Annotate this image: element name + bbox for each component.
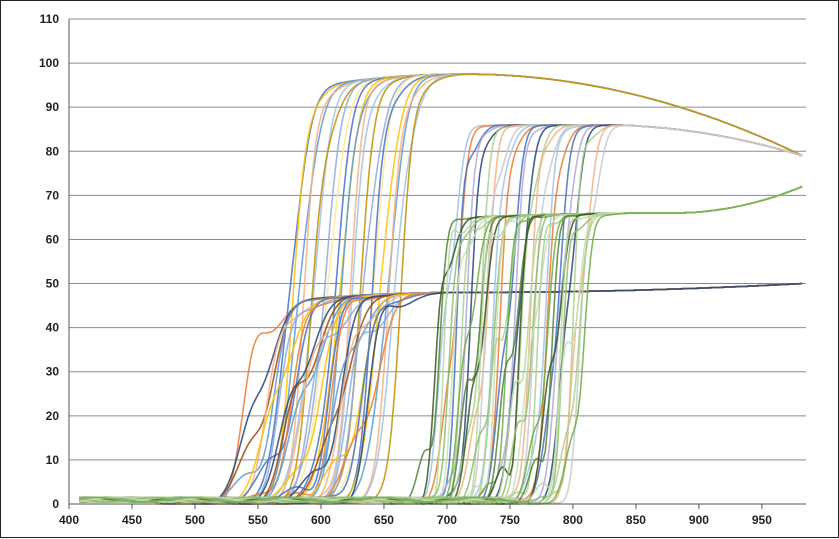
series-line: [79, 124, 803, 505]
series-line: [79, 124, 803, 505]
series-line: [79, 123, 803, 505]
series-line: [79, 124, 803, 505]
series-line: [78, 185, 803, 505]
series-line: [79, 124, 803, 505]
series-line: [79, 124, 803, 505]
y-tick-label: 50: [46, 277, 60, 291]
x-tick-label: 550: [248, 513, 268, 527]
x-tick-label: 450: [122, 513, 142, 527]
series-line: [79, 124, 803, 505]
y-tick-label: 70: [46, 188, 60, 202]
axes: 0 10 20 30 40 50 60 70 80 90 100 110 400 450 500 550 600…: [39, 12, 806, 527]
series-line: [79, 124, 803, 505]
series-line: [79, 185, 803, 505]
series-line: [78, 185, 803, 505]
series-line: [78, 124, 803, 505]
y-tick-label: 110: [40, 12, 60, 26]
y-tick-label: 90: [46, 100, 60, 114]
series-line: [79, 185, 803, 505]
x-tick-label: 500: [185, 513, 205, 527]
y-tick-label: 100: [39, 56, 59, 70]
series-line: [78, 185, 803, 505]
series-line: [79, 185, 803, 505]
series-line: [78, 124, 803, 505]
series-line: [79, 124, 803, 505]
series-line: [79, 185, 803, 505]
series-line: [79, 124, 803, 505]
series-line: [79, 124, 803, 505]
y-tick-label: 40: [46, 321, 60, 335]
series-line: [79, 185, 803, 505]
x-tick-label: 900: [689, 513, 709, 527]
series-line: [79, 124, 803, 505]
series-line: [79, 124, 803, 505]
series-line: [79, 185, 803, 505]
y-tick-label: 80: [46, 144, 60, 158]
series-line: [79, 124, 803, 505]
series-line: [79, 185, 803, 505]
y-tick-label: 20: [46, 409, 60, 423]
series-line: [79, 185, 803, 505]
y-tick-label: 60: [46, 232, 60, 246]
x-tick-label: 700: [437, 513, 457, 527]
gridlines: [69, 18, 806, 461]
x-tick-label: 850: [626, 513, 646, 527]
series-line: [78, 124, 803, 505]
series-line: [79, 185, 803, 505]
series-line: [79, 185, 803, 505]
series-line: [79, 185, 803, 505]
series-line: [78, 185, 803, 505]
series-line: [79, 124, 803, 505]
x-tick-label: 750: [500, 513, 520, 527]
x-tick-label: 800: [563, 513, 583, 527]
series-line: [78, 124, 803, 505]
series-line: [79, 185, 803, 505]
x-tick-label: 950: [752, 513, 772, 527]
series-line: [79, 185, 803, 505]
series-line: [78, 185, 803, 505]
series-line: [79, 185, 803, 505]
series-line: [79, 185, 803, 505]
series-line: [79, 185, 803, 505]
series-line: [79, 185, 803, 505]
series-line: [79, 185, 803, 505]
series-line: [79, 185, 803, 505]
x-tick-label: 400: [59, 513, 79, 527]
series-lines: [78, 73, 803, 505]
series-line: [78, 185, 803, 505]
series-line: [78, 185, 803, 505]
series-line: [78, 124, 803, 505]
y-tick-label: 0: [52, 497, 59, 511]
y-tick-label: 30: [46, 365, 60, 379]
series-line: [79, 124, 803, 505]
y-tick-label: 10: [46, 453, 60, 467]
series-line: [79, 124, 803, 505]
series-line: [79, 185, 803, 505]
x-tick-label: 600: [311, 513, 331, 527]
x-tick-label: 650: [374, 513, 394, 527]
series-line: [79, 124, 803, 505]
series-line: [79, 185, 803, 505]
series-line: [79, 124, 803, 505]
